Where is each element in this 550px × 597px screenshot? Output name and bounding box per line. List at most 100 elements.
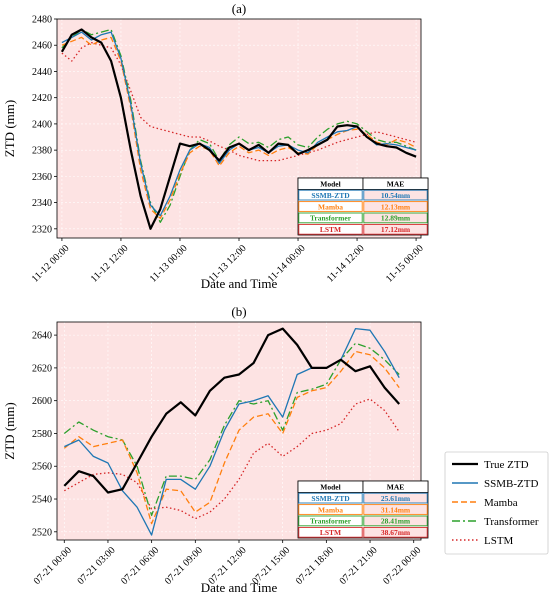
x-tick-label: 11-12 00:00 xyxy=(30,243,72,285)
series-line-mamba xyxy=(63,350,400,525)
legend-label: Mamba xyxy=(484,497,518,509)
table-cell xyxy=(298,223,363,235)
y-axis-label: ZTD (mm) xyxy=(2,100,17,157)
table-row: Transformer 12.89mm xyxy=(298,212,428,224)
table-mae-value: 38.67mm xyxy=(381,528,411,537)
table-header-cell xyxy=(362,177,429,190)
y-tick-label: 2640 xyxy=(32,331,52,342)
table-header-text: MAE xyxy=(387,180,405,189)
y-tick-label: 2580 xyxy=(32,429,52,440)
legend-label: SSMB-ZTD xyxy=(484,478,538,490)
y-tick-label: 2380 xyxy=(32,146,52,157)
legend-entry: LSTM xyxy=(452,535,514,547)
series-line-true-ztd xyxy=(63,327,401,494)
table-cell xyxy=(298,515,363,527)
y-tick-label: 2360 xyxy=(32,172,52,183)
x-tick-label: 07-21 00:00 xyxy=(32,545,74,587)
table-mae-value: 28.41mm xyxy=(381,517,411,526)
legend-label: Transformer xyxy=(484,516,539,528)
x-tick-label: 07-22 00:00 xyxy=(381,545,423,587)
table-mae-value: 12.13mm xyxy=(381,202,411,211)
table-cell xyxy=(298,201,363,212)
x-axis-label: Date and Time xyxy=(201,276,278,291)
table-cell xyxy=(363,504,428,515)
y-tick-label: 2600 xyxy=(32,396,52,407)
y-tick-label: 2520 xyxy=(32,527,52,538)
table-cell xyxy=(298,526,363,538)
table-cell xyxy=(298,504,363,515)
legend-entry: True ZTD xyxy=(452,459,529,471)
panel-title: (b) xyxy=(231,304,246,319)
y-tick-label: 2620 xyxy=(32,363,52,374)
legend-entry: Mamba xyxy=(452,497,518,509)
table-cell xyxy=(298,492,363,504)
table-header-text: Model xyxy=(320,180,340,189)
table-mae-value: 12.89mm xyxy=(381,214,411,223)
series-line-true-ztd xyxy=(60,28,417,230)
series-line-lstm xyxy=(63,398,400,520)
table-header-cell xyxy=(362,480,429,493)
y-tick-label: 2460 xyxy=(32,41,52,52)
table-model-name: Mamba xyxy=(318,202,343,211)
x-tick-label: 07-21 21:00 xyxy=(338,545,380,587)
y-axis-label: ZTD (mm) xyxy=(2,402,17,459)
table-row: SSMB-ZTD 10.54mm xyxy=(298,189,428,201)
x-tick-label: 07-21 18:00 xyxy=(294,545,336,587)
legend-entry: Transformer xyxy=(452,516,539,528)
x-axis-label: Date and Time xyxy=(201,580,278,595)
x-tick-label: 11-14 12:00 xyxy=(325,243,367,285)
series-line-transformer xyxy=(61,28,417,223)
y-tick-label: 2540 xyxy=(32,495,52,506)
table-model-name: LSTM xyxy=(320,225,341,234)
y-tick-label: 2320 xyxy=(32,224,52,235)
legend-label: True ZTD xyxy=(484,459,529,471)
legend: True ZTD SSMB-ZTD Mamba Transformer LSTM xyxy=(444,451,549,555)
table-header-text: MAE xyxy=(387,483,405,492)
x-tick-label: 07-21 03:00 xyxy=(75,545,117,587)
table-row: LSTM 38.67mm xyxy=(298,526,428,538)
y-tick-label: 2340 xyxy=(32,198,52,209)
series-line-ssmb-ztd xyxy=(64,327,400,536)
table-mae-value: 17.12mm xyxy=(381,225,411,234)
table-cell xyxy=(363,526,428,538)
table-cell xyxy=(363,492,428,504)
table-cell xyxy=(363,189,428,201)
table-model-name: LSTM xyxy=(320,528,341,537)
panel-title: (a) xyxy=(232,1,246,16)
table-cell xyxy=(363,201,428,212)
legend-frame xyxy=(444,451,549,555)
series-group xyxy=(63,327,401,536)
table-row: SSMB-ZTD 25.61mm xyxy=(298,492,428,504)
table-cell xyxy=(363,515,428,527)
x-tick-label: 11-15 00:00 xyxy=(384,243,426,285)
y-tick-label: 2420 xyxy=(32,93,52,104)
table-row: Transformer 28.41mm xyxy=(298,515,428,527)
y-tick-label: 2440 xyxy=(32,67,52,78)
table-model-name: SSMB-ZTD xyxy=(311,191,350,200)
y-tick-label: 2560 xyxy=(32,462,52,473)
table-model-name: Transformer xyxy=(310,214,352,223)
table-cell xyxy=(363,223,428,235)
x-tick-label: 07-21 09:00 xyxy=(163,545,205,587)
table-model-name: Mamba xyxy=(318,505,343,514)
table-cell xyxy=(363,212,428,224)
table-mae-value: 10.54mm xyxy=(381,191,411,200)
series-group xyxy=(60,28,417,230)
table-row: Mamba 31.14mm xyxy=(298,504,428,515)
table-cell xyxy=(298,212,363,224)
table-row: Mamba 12.13mm xyxy=(298,201,428,212)
series-line-mamba xyxy=(61,36,417,219)
series-line-lstm xyxy=(61,41,417,162)
y-tick-label: 2480 xyxy=(32,15,52,26)
table-header-text: Model xyxy=(320,483,340,492)
table-model-name: SSMB-ZTD xyxy=(311,494,350,503)
table-row: LSTM 17.12mm xyxy=(298,223,428,235)
chart-panel-a: 2320 2340 2360 2380 2400 2420 2440 2460 2480 11-1… xyxy=(2,1,429,291)
table-model-name: Transformer xyxy=(310,517,352,526)
x-tick-label: 11-12 12:00 xyxy=(89,243,131,285)
table-mae-value: 25.61mm xyxy=(381,494,411,503)
